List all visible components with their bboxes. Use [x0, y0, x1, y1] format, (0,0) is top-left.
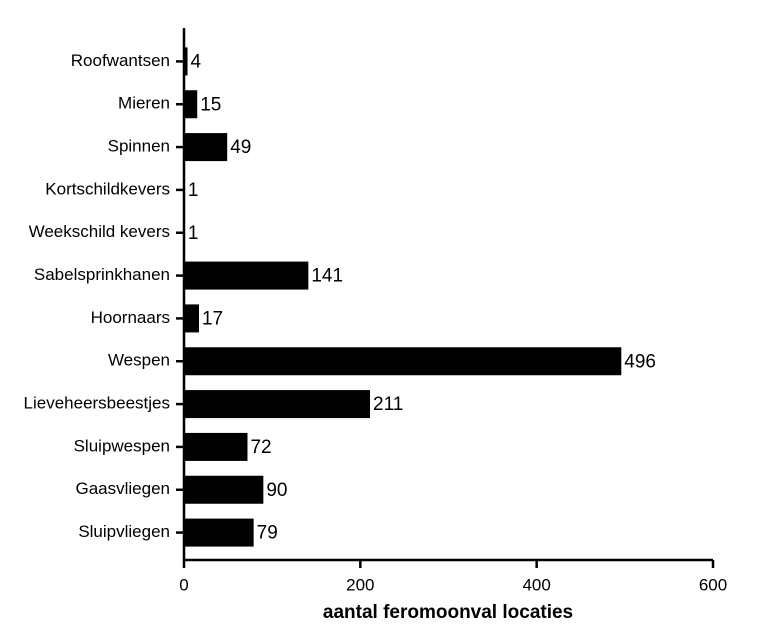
value-label: 496: [624, 351, 656, 372]
x-tick-label: 200: [346, 575, 374, 594]
bar: [184, 475, 264, 504]
bar: [184, 518, 254, 547]
value-label: 17: [202, 308, 223, 329]
y-tick-label: Wespen: [108, 351, 170, 370]
y-tick-label: Mieren: [118, 94, 170, 113]
bar: [184, 47, 188, 76]
value-label: 49: [230, 137, 251, 158]
value-label: 79: [257, 523, 278, 544]
bar: [184, 304, 199, 333]
bar: [184, 261, 309, 290]
value-label: 211: [373, 394, 403, 415]
value-label: 4: [191, 51, 202, 72]
y-tick-label: Lieveheersbeestjes: [24, 394, 170, 413]
y-tick-label: Weekschild kevers: [29, 222, 170, 241]
y-tick-label: Spinnen: [108, 137, 170, 156]
y-tick-label: Kortschildkevers: [45, 179, 170, 198]
x-tick-label: 600: [699, 575, 727, 594]
value-label: 72: [250, 437, 271, 458]
y-tick-label: Sabelsprinkhanen: [34, 265, 170, 284]
bar: [184, 432, 248, 461]
y-tick-label: Gaasvliegen: [75, 479, 170, 498]
y-tick-label: Roofwantsen: [71, 51, 170, 70]
x-axis-label: aantal feromoonval locaties: [323, 602, 573, 623]
value-label: 15: [200, 94, 221, 115]
y-tick-label: Sluipwespen: [74, 436, 170, 455]
bar: [184, 390, 371, 419]
bar: [184, 90, 198, 119]
x-tick-label: 400: [522, 575, 550, 594]
value-label: 1: [188, 180, 199, 201]
bar: [184, 175, 185, 204]
value-label: 1: [188, 223, 199, 244]
bar: [184, 133, 228, 162]
value-label: 141: [311, 266, 343, 287]
x-tick-label: 0: [179, 575, 188, 594]
bar: [184, 218, 185, 247]
bar: [184, 347, 622, 376]
value-label: 90: [266, 480, 287, 501]
y-tick-label: Sluipvliegen: [78, 522, 170, 541]
y-tick-label: Hoornaars: [91, 308, 170, 327]
